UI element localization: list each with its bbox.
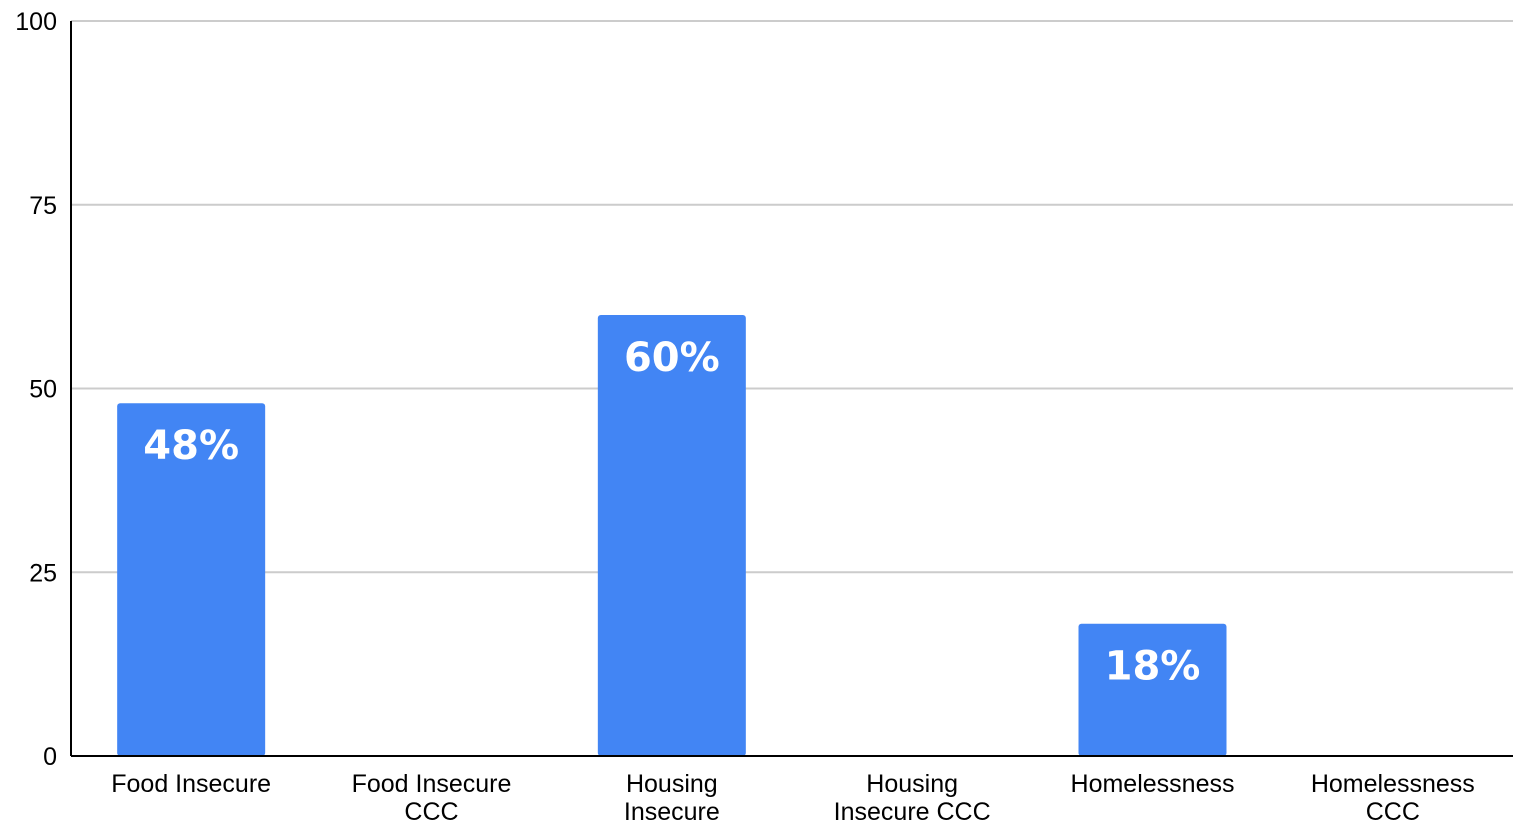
x-axis-categories: Food Insecure Food InsecureCCCHousingInse… bbox=[111, 770, 1475, 825]
y-tick-label: 50 bbox=[29, 376, 57, 404]
bar bbox=[597, 315, 746, 756]
bar bbox=[117, 403, 266, 756]
x-category-label: Insecure bbox=[624, 798, 720, 825]
gridlines bbox=[71, 20, 1513, 574]
bar-data-label: 60% bbox=[624, 335, 720, 381]
x-category-label: Housing bbox=[866, 770, 958, 798]
y-tick-label: 75 bbox=[29, 192, 57, 220]
x-category-label: Food Insecure bbox=[111, 770, 271, 798]
y-tick-label: 0 bbox=[43, 743, 57, 771]
y-axis-ticks: 0 25 50 75 100 bbox=[15, 8, 57, 771]
y-tick-label: 25 bbox=[29, 559, 57, 587]
bar-data-label: 48% bbox=[143, 423, 239, 469]
y-tick-label: 100 bbox=[15, 8, 57, 36]
bar-data-label: 18% bbox=[1105, 644, 1201, 690]
x-category-label: Homelessness bbox=[1071, 770, 1235, 798]
x-category-label: Homelessness bbox=[1311, 770, 1475, 798]
axes bbox=[70, 21, 1513, 757]
x-category-label: Food Insecure bbox=[352, 770, 512, 798]
bar bbox=[1078, 623, 1227, 756]
bars bbox=[117, 315, 1227, 756]
data-labels: 48% 60% 18% bbox=[143, 335, 1200, 690]
x-category-label: Housing bbox=[626, 770, 718, 798]
x-category-label: CCC bbox=[404, 798, 458, 825]
x-category-label: CCC bbox=[1366, 798, 1420, 825]
x-category-label: Insecure CCC bbox=[834, 798, 991, 825]
